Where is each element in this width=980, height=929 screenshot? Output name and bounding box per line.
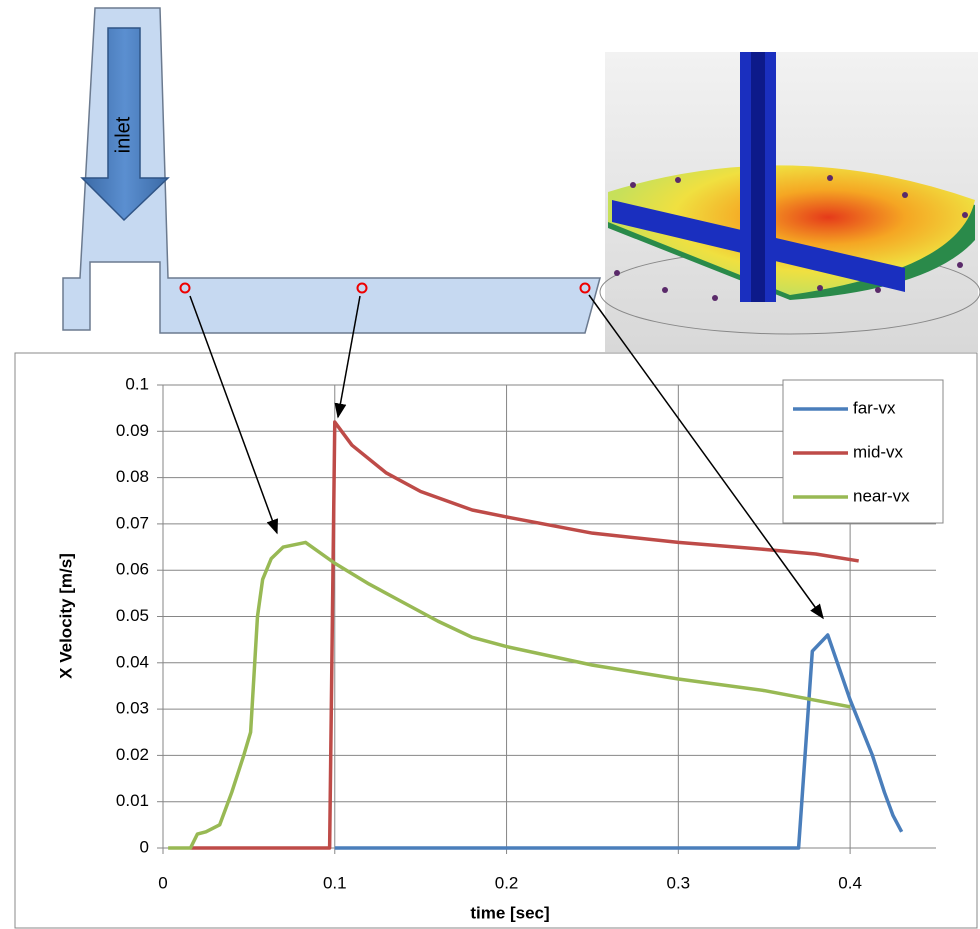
y-tick-label: 0 bbox=[140, 837, 149, 856]
legend-label: mid-vx bbox=[853, 442, 904, 461]
y-axis-label: X Velocity [m/s] bbox=[56, 553, 75, 679]
y-tick-label: 0.05 bbox=[116, 606, 149, 625]
y-tick-label: 0.01 bbox=[116, 791, 149, 810]
legend-label: near-vx bbox=[853, 486, 910, 505]
render-3d bbox=[599, 52, 980, 352]
y-tick-label: 0.03 bbox=[116, 699, 149, 718]
series-line bbox=[168, 540, 851, 850]
x-tick-label: 0.2 bbox=[495, 873, 519, 892]
x-tick-label: 0.4 bbox=[838, 873, 862, 892]
y-tick-label: 0.09 bbox=[116, 421, 149, 440]
inlet-label: inlet bbox=[112, 116, 134, 153]
x-tick-label: 0.1 bbox=[323, 873, 347, 892]
y-tick-label: 0.04 bbox=[116, 652, 149, 671]
channel bbox=[62, 7, 601, 334]
x-tick-label: 0.3 bbox=[667, 873, 691, 892]
series-line bbox=[334, 633, 904, 850]
probe bbox=[579, 282, 591, 294]
probe bbox=[356, 282, 368, 294]
legend: far-vx mid-vx near-vx bbox=[793, 398, 910, 505]
x-tick-label: 0 bbox=[158, 873, 167, 892]
probe bbox=[179, 282, 191, 294]
y-tick-label: 0.06 bbox=[116, 560, 149, 579]
y-tick-label: 0.1 bbox=[125, 374, 149, 393]
inlet-arrow bbox=[80, 27, 170, 222]
y-tick-label: 0.02 bbox=[116, 745, 149, 764]
probe-arrows bbox=[189, 294, 824, 620]
legend-label: far-vx bbox=[853, 398, 896, 417]
series-line bbox=[190, 420, 859, 850]
x-axis-label: time [sec] bbox=[470, 903, 549, 922]
y-tick-label: 0.07 bbox=[116, 513, 149, 532]
y-tick-label: 0.08 bbox=[116, 467, 149, 486]
